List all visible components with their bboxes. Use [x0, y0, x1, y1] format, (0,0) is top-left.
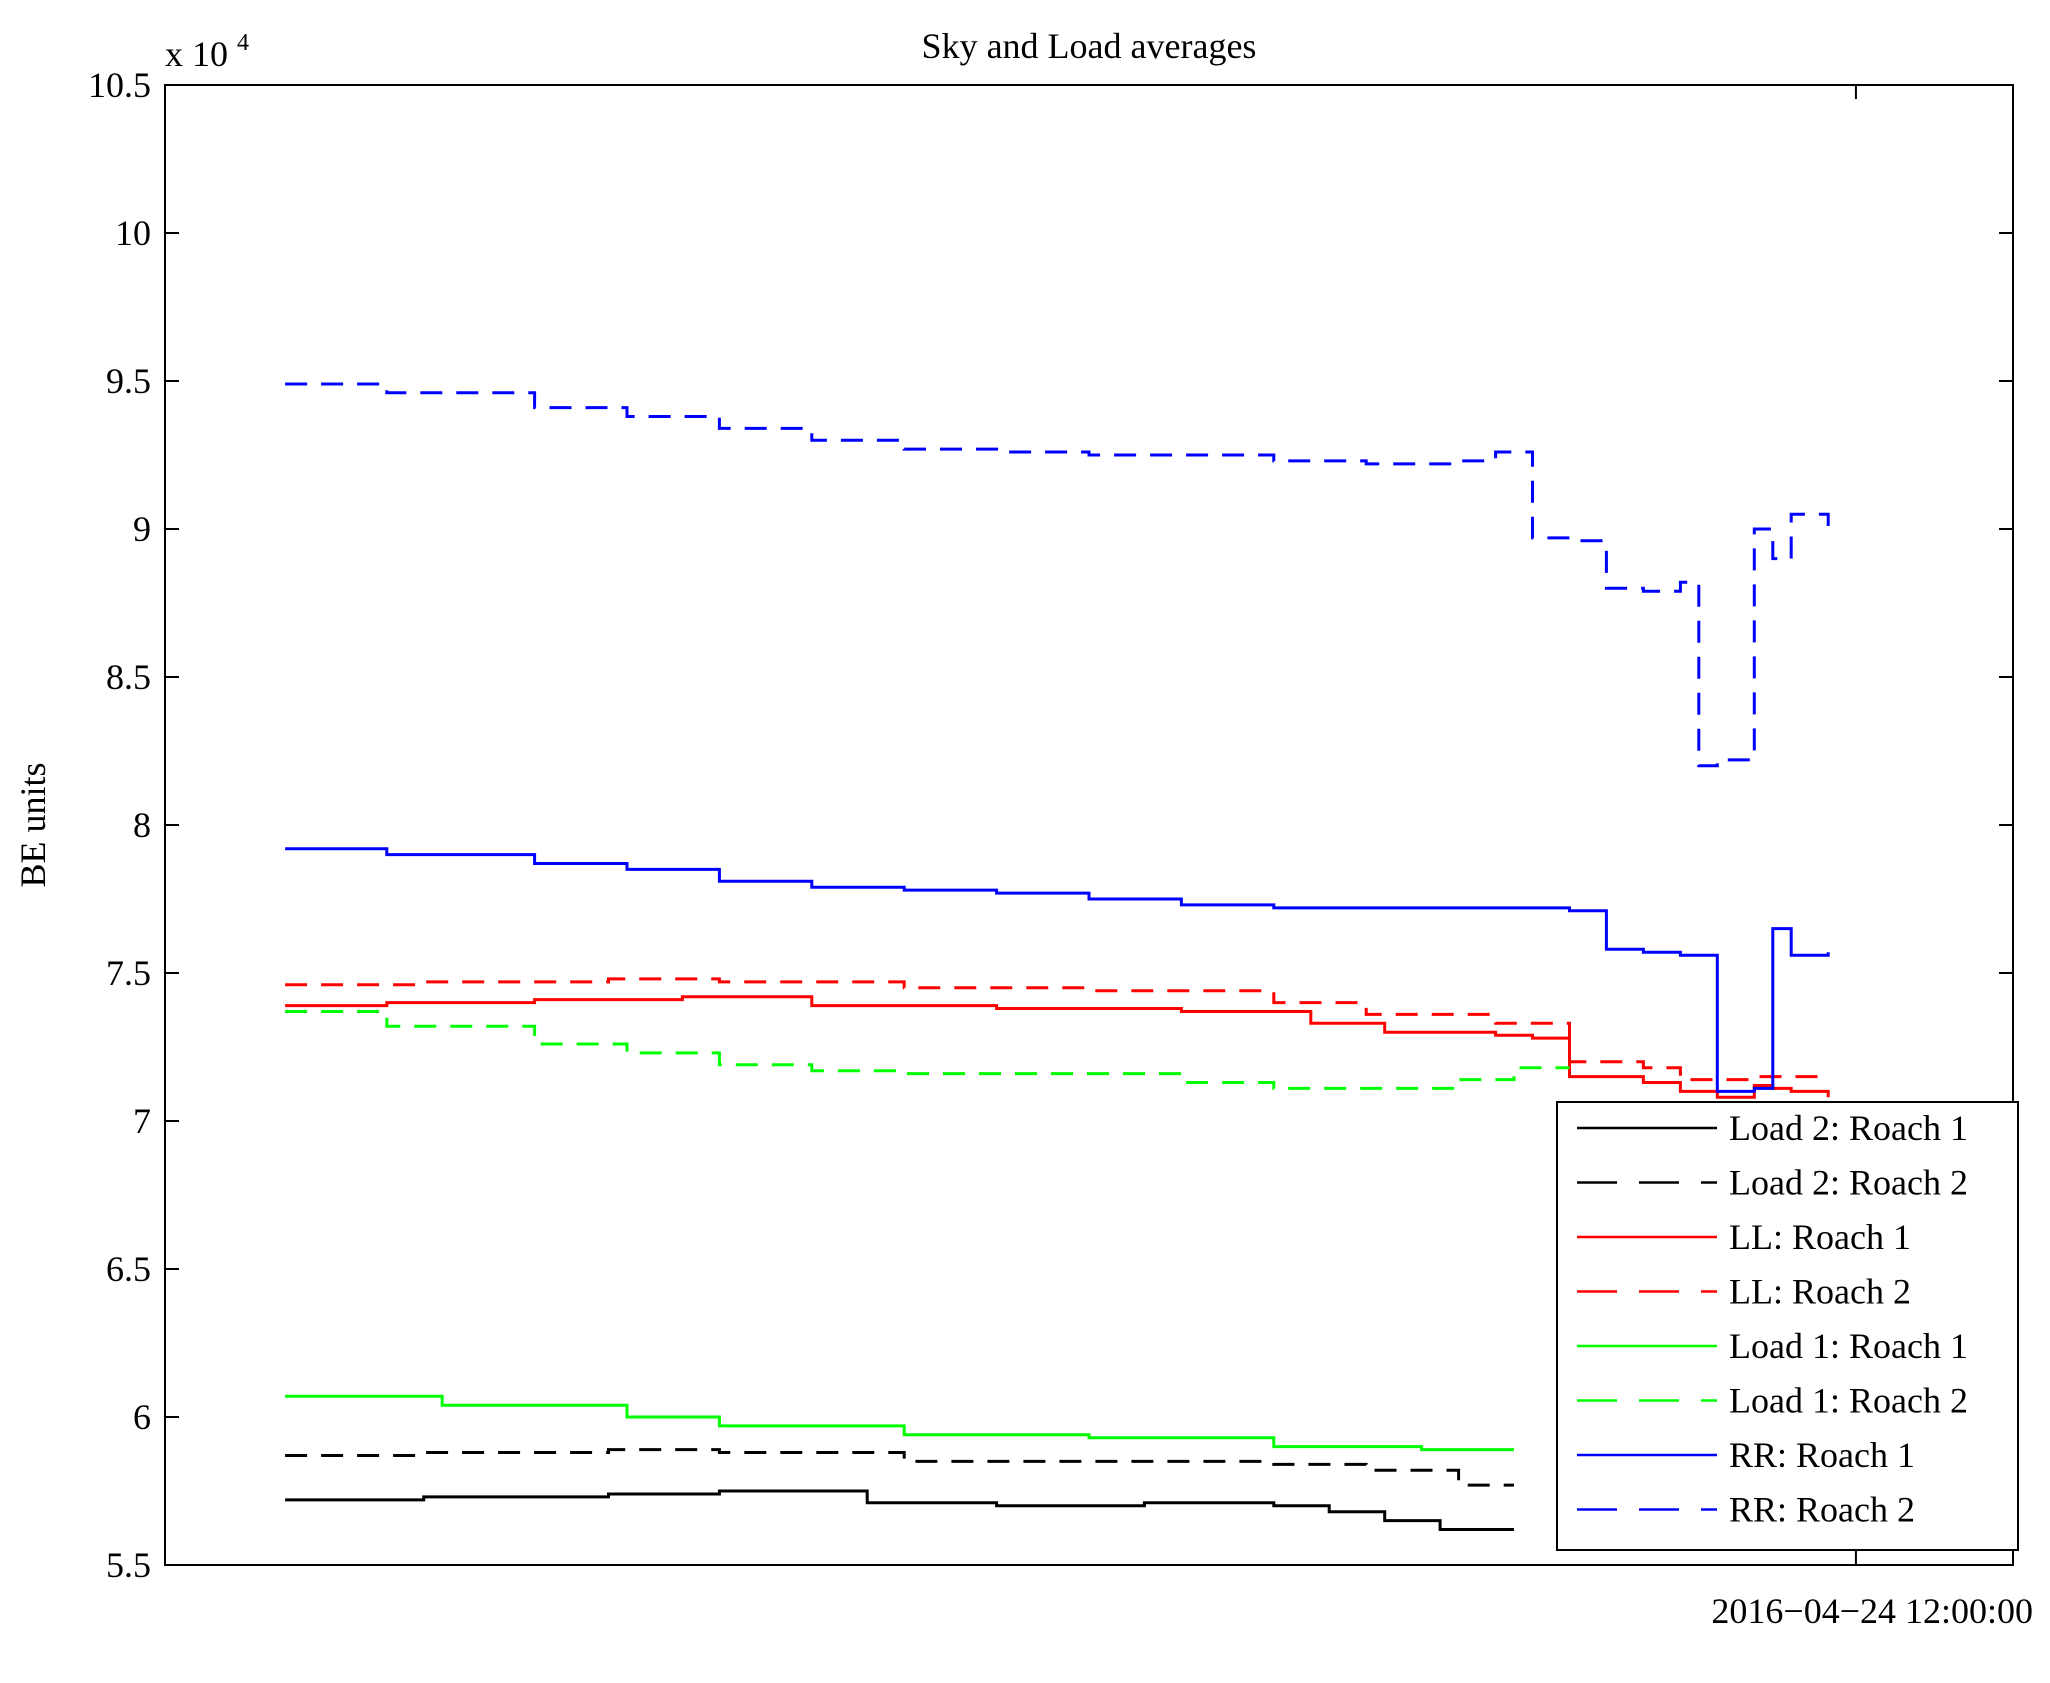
series-line-1 [285, 1489, 1514, 1531]
y-axis-scale-exponent: 4 [237, 30, 249, 56]
series-line-7 [285, 847, 1830, 1093]
y-axis-label: BE units [13, 762, 53, 887]
legend-entry-label: Load 2: Roach 1 [1729, 1108, 1968, 1148]
legend-entry-label: Load 1: Roach 2 [1729, 1381, 1968, 1421]
series-layer [285, 382, 1830, 1531]
chart-title: Sky and Load averages [922, 26, 1257, 66]
legend-entry-label: RR: Roach 2 [1729, 1490, 1915, 1530]
y-axis-scale-label: x 10 4 [165, 30, 249, 74]
series-line-8 [285, 382, 1830, 768]
y-tick-label: 7 [133, 1101, 151, 1141]
y-tick-label: 9.5 [106, 361, 151, 401]
legend-entry-label: RR: Roach 1 [1729, 1435, 1915, 1475]
legend-entry-label: LL: Roach 1 [1729, 1217, 1911, 1257]
y-tick-label: 10 [115, 213, 151, 253]
y-tick-label: 8 [133, 805, 151, 845]
series-line-3 [285, 995, 1830, 1099]
series-line-4 [285, 977, 1830, 1082]
y-axis-scale-base: x 10 [165, 34, 228, 74]
legend-entry-label: Load 1: Roach 1 [1729, 1326, 1968, 1366]
legend-box [1556, 1101, 2019, 1551]
series-line-5 [285, 1394, 1514, 1452]
y-tick-label: 7.5 [106, 953, 151, 993]
y-tick-label: 6.5 [106, 1249, 151, 1289]
y-tick-label: 10.5 [88, 65, 151, 105]
legend: Load 2: Roach 1 Load 2: Roach 2 LL: Roach … [1556, 1101, 2019, 1551]
legend-entry-label: Load 2: Roach 2 [1729, 1163, 1968, 1203]
series-line-2 [285, 1448, 1514, 1487]
y-tick-label: 8.5 [106, 657, 151, 697]
y-tick-label: 9 [133, 509, 151, 549]
legend-entry-label: LL: Roach 2 [1729, 1272, 1911, 1312]
x-tick-label: 2016−04−24 12:00:00 [1711, 1591, 2033, 1631]
y-tick-label: 6 [133, 1397, 151, 1437]
ticks-layer: 5.5 6 6.5 7 7.5 8 8.5 9 9.5 10 10.5 2016−04−24 12:0… [88, 65, 2033, 1631]
y-tick-label: 5.5 [106, 1545, 151, 1585]
